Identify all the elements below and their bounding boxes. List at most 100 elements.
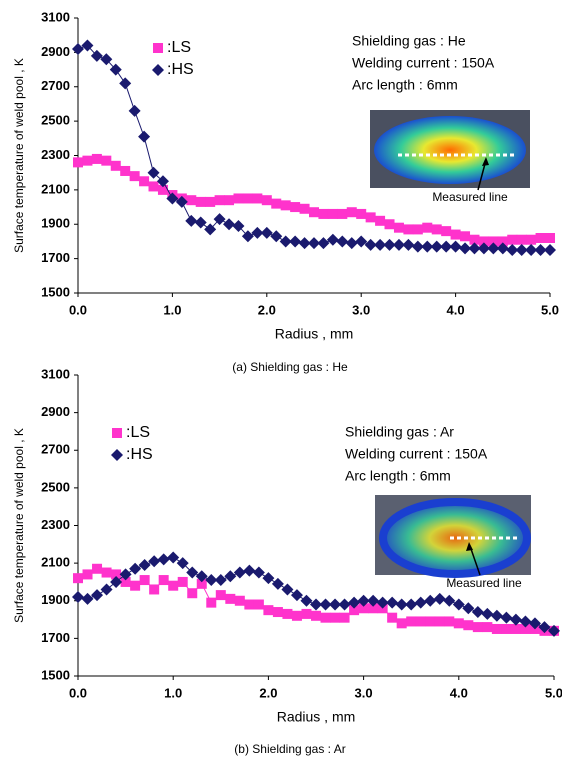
marker	[194, 216, 207, 229]
marker	[233, 566, 246, 579]
annotation: Shielding gas : Ar	[345, 424, 454, 440]
marker	[376, 596, 389, 609]
legend-label: :HS	[167, 61, 194, 78]
marker	[406, 616, 417, 627]
marker	[469, 234, 480, 245]
caption: (b) Shielding gas : Ar	[234, 742, 345, 756]
marker	[271, 577, 284, 590]
marker	[168, 580, 179, 591]
marker	[139, 176, 150, 187]
marker	[233, 193, 244, 204]
marker	[72, 42, 84, 55]
x-tick-label: 4.0	[447, 302, 465, 317]
marker	[272, 607, 283, 618]
marker	[129, 171, 140, 182]
marker	[244, 599, 255, 610]
marker	[186, 566, 199, 579]
marker	[243, 564, 256, 577]
marker	[119, 568, 132, 581]
marker	[187, 588, 198, 599]
marker	[526, 234, 537, 245]
marker	[329, 598, 342, 611]
marker	[338, 598, 351, 611]
marker	[213, 213, 226, 226]
x-tick-label: 2.0	[258, 302, 276, 317]
marker	[298, 237, 311, 250]
marker	[368, 603, 379, 614]
marker	[375, 215, 386, 226]
marker	[339, 612, 350, 623]
marker	[130, 580, 141, 591]
marker	[450, 229, 461, 240]
marker	[424, 594, 437, 607]
marker	[520, 623, 531, 634]
x-tick-label: 5.0	[541, 302, 559, 317]
marker	[421, 240, 434, 253]
marker	[525, 244, 538, 257]
marker	[490, 609, 503, 622]
marker	[205, 574, 218, 587]
marker	[534, 244, 547, 257]
marker	[72, 590, 84, 603]
marker	[81, 592, 94, 605]
marker	[282, 608, 293, 619]
marker	[110, 160, 121, 171]
marker	[472, 622, 483, 633]
marker	[300, 594, 313, 607]
marker	[81, 39, 94, 52]
x-axis-label: Radius , mm	[277, 709, 356, 725]
marker	[156, 175, 169, 188]
marker	[280, 200, 291, 211]
annotation: Welding current : 150A	[345, 446, 488, 462]
marker	[241, 230, 254, 243]
marker	[167, 551, 180, 564]
marker	[91, 589, 104, 602]
marker	[402, 238, 415, 251]
marker	[242, 193, 253, 204]
marker	[414, 596, 427, 609]
legend-marker	[112, 428, 122, 438]
marker	[535, 233, 546, 243]
marker	[516, 234, 527, 245]
marker	[538, 621, 551, 634]
marker	[327, 208, 338, 219]
marker	[355, 235, 368, 248]
marker	[185, 214, 198, 227]
marker	[310, 598, 322, 611]
marker	[346, 207, 357, 218]
y-tick-label: 2900	[41, 404, 70, 419]
marker	[365, 212, 376, 223]
marker	[73, 573, 83, 584]
y-tick-label: 2700	[41, 78, 70, 93]
marker	[367, 594, 380, 607]
marker	[500, 611, 513, 624]
marker	[224, 570, 237, 583]
marker	[415, 616, 426, 627]
marker	[299, 203, 310, 214]
y-tick-label: 2700	[41, 442, 70, 457]
marker	[224, 195, 235, 206]
y-tick-label: 2300	[41, 517, 70, 532]
y-tick-label: 2100	[41, 555, 70, 570]
marker	[411, 240, 424, 253]
marker	[148, 181, 159, 192]
marker	[260, 226, 273, 239]
marker	[301, 608, 312, 619]
x-axis-label: Radius , mm	[275, 326, 354, 342]
x-tick-label: 1.0	[163, 302, 181, 317]
marker	[166, 192, 179, 205]
marker	[158, 575, 169, 586]
marker	[120, 165, 131, 176]
marker	[374, 238, 387, 251]
marker	[453, 618, 464, 629]
marker	[291, 610, 302, 621]
marker	[392, 238, 405, 251]
marker	[205, 196, 216, 207]
marker	[270, 230, 283, 243]
marker	[488, 236, 499, 247]
marker	[101, 155, 112, 166]
marker	[290, 589, 303, 602]
marker	[157, 184, 168, 195]
marker	[548, 624, 560, 637]
